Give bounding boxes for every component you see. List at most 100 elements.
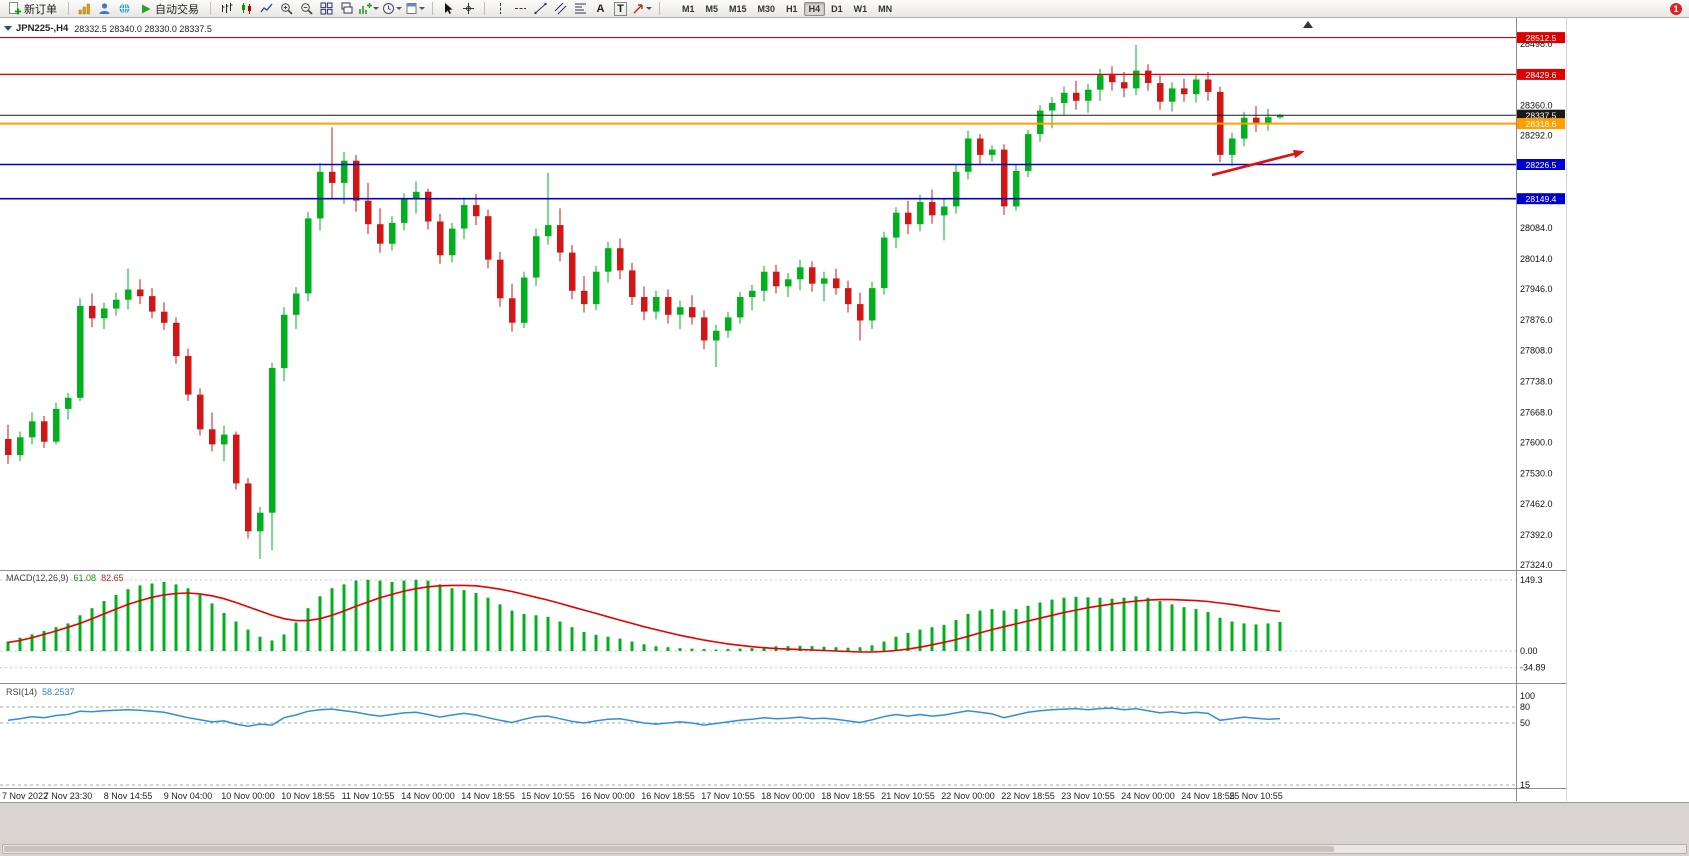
candlestick-mode-button[interactable]	[238, 1, 255, 16]
crosshair-tool-button[interactable]	[460, 1, 477, 16]
price-badge	[1517, 68, 1565, 80]
svg-text:-34.89: -34.89	[1520, 663, 1546, 673]
bar-chart-mode-button[interactable]	[218, 1, 235, 16]
text-label-tool-button[interactable]: T	[612, 1, 629, 16]
label-tool-label: T	[614, 1, 627, 16]
toolbar: 新订单 自动交易 A T M1 M5 M15 M30 H1 H4 D1 W1 MN 1	[0, 0, 1689, 18]
svg-text:16 Nov 18:55: 16 Nov 18:55	[641, 791, 695, 801]
svg-text:17 Nov 10:55: 17 Nov 10:55	[701, 791, 755, 801]
timeframe-M1[interactable]: M1	[682, 3, 695, 14]
tile-windows-button[interactable]	[318, 1, 335, 16]
svg-text:7 Nov 23:30: 7 Nov 23:30	[44, 791, 93, 801]
new-order-label: 新订单	[24, 3, 57, 16]
line-chart-icon	[260, 3, 273, 13]
svg-text:27462.0: 27462.0	[1520, 499, 1553, 509]
timeframe-H1[interactable]: H1	[786, 3, 798, 14]
price-badge	[1517, 32, 1565, 44]
channel-icon	[554, 2, 567, 15]
svg-text:11 Nov 10:55: 11 Nov 10:55	[342, 791, 395, 801]
community-button[interactable]	[116, 1, 133, 16]
arrows-tool-button[interactable]	[632, 1, 652, 16]
trend-arrow-annotation[interactable]	[1211, 152, 1295, 177]
one-click-trading-toggle-icon[interactable]	[4, 26, 12, 31]
price-badge	[1517, 118, 1565, 130]
svg-text:27530.0: 27530.0	[1520, 469, 1553, 479]
market-watch-button[interactable]	[76, 1, 93, 16]
svg-text:7 Nov 2022: 7 Nov 2022	[2, 791, 48, 801]
templates-button[interactable]	[405, 1, 425, 16]
trendline-tool-button[interactable]	[532, 1, 549, 16]
rsi-name: RSI(14)	[6, 687, 38, 697]
svg-text:28226.5: 28226.5	[1526, 160, 1557, 170]
svg-text:28498.0: 28498.0	[1520, 39, 1553, 49]
timeframe-D1[interactable]: D1	[831, 3, 843, 14]
macd-label: MACD(12,26,9) 61.08 82.65	[6, 573, 124, 583]
svg-text:27808.0: 27808.0	[1520, 345, 1553, 355]
arrows-dropdown-icon[interactable]	[646, 7, 652, 10]
macd-histogram	[6, 579, 1282, 651]
svg-text:28360.0: 28360.0	[1520, 100, 1553, 110]
timeframe-M5[interactable]: M5	[705, 3, 719, 14]
svg-text:22 Nov 18:55: 22 Nov 18:55	[1001, 791, 1055, 801]
timeframe-W1[interactable]: W1	[853, 3, 868, 14]
macd-signal-line	[7, 584, 1281, 653]
line-chart-mode-button[interactable]	[258, 1, 275, 16]
timeframe-M15[interactable]: M15	[729, 3, 747, 14]
cursor-tool-button[interactable]	[440, 1, 457, 16]
svg-text:27324.0: 27324.0	[1520, 560, 1553, 570]
periods-dropdown-icon[interactable]	[396, 7, 402, 10]
chart-info-overlay: JPN225-,H4 28332.5 28340.0 28330.0 28337…	[4, 23, 212, 34]
template-icon	[406, 3, 417, 14]
clock-icon	[383, 3, 394, 14]
cascade-windows-button[interactable]	[338, 1, 355, 16]
fibonacci-icon	[575, 3, 586, 14]
chart-symbol-period: JPN225-,H4	[16, 23, 69, 34]
tile-windows-icon	[320, 2, 333, 15]
zoom-out-icon	[301, 3, 313, 15]
svg-text:24 Nov 00:00: 24 Nov 00:00	[1121, 791, 1175, 801]
svg-text:15 Nov 10:55: 15 Nov 10:55	[521, 791, 575, 801]
new-order-button[interactable]: 新订单	[4, 1, 61, 16]
zoom-in-button[interactable]	[278, 1, 295, 16]
chart-shift-marker[interactable]	[1303, 21, 1313, 28]
indicators-dropdown-icon[interactable]	[373, 7, 379, 10]
arrow-tool-icon	[633, 4, 643, 14]
svg-text:28318.6: 28318.6	[1526, 119, 1557, 129]
auto-trading-button[interactable]: 自动交易	[136, 1, 203, 16]
timeframe-MN[interactable]: MN	[878, 3, 893, 14]
bottom-bar	[0, 802, 1689, 856]
scrollbar-thumb[interactable]	[4, 846, 1334, 852]
globe-icon	[119, 3, 130, 14]
svg-text:10 Nov 00:00: 10 Nov 00:00	[221, 791, 275, 801]
indicators-button[interactable]	[358, 1, 379, 16]
svg-text:28149.4: 28149.4	[1526, 194, 1557, 204]
toolbar-separator	[659, 2, 660, 15]
rsi-value: 58.2537	[42, 687, 75, 697]
channel-tool-button[interactable]	[552, 1, 569, 16]
svg-text:14 Nov 00:00: 14 Nov 00:00	[401, 791, 455, 801]
fibonacci-tool-button[interactable]	[572, 1, 589, 16]
svg-text:18 Nov 00:00: 18 Nov 00:00	[761, 791, 815, 801]
zoom-out-button[interactable]	[298, 1, 315, 16]
horizontal-line-icon	[515, 8, 526, 9]
horizontal-line-tool-button[interactable]	[512, 1, 529, 16]
timeframe-M30[interactable]: M30	[757, 3, 776, 14]
svg-text:27668.0: 27668.0	[1520, 407, 1553, 417]
horizontal-scrollbar[interactable]	[2, 844, 1687, 854]
periods-button[interactable]	[382, 1, 402, 16]
svg-text:28429.6: 28429.6	[1526, 70, 1557, 80]
svg-text:18 Nov 18:55: 18 Nov 18:55	[821, 791, 875, 801]
text-tool-button[interactable]: A	[592, 1, 609, 16]
notification-badge[interactable]: 1	[1670, 2, 1682, 15]
svg-text:28014.0: 28014.0	[1520, 254, 1553, 264]
svg-text:25 Nov 10:55: 25 Nov 10:55	[1229, 791, 1283, 801]
profiles-button[interactable]	[96, 1, 113, 16]
svg-text:27876.0: 27876.0	[1520, 315, 1553, 325]
vertical-line-tool-button[interactable]	[492, 1, 509, 16]
timeframe-H4[interactable]: H4	[803, 1, 826, 16]
templates-dropdown-icon[interactable]	[419, 7, 425, 10]
macd-name: MACD(12,26,9)	[6, 573, 69, 583]
vertical-line-icon	[500, 3, 501, 14]
text-tool-label: A	[596, 2, 605, 15]
